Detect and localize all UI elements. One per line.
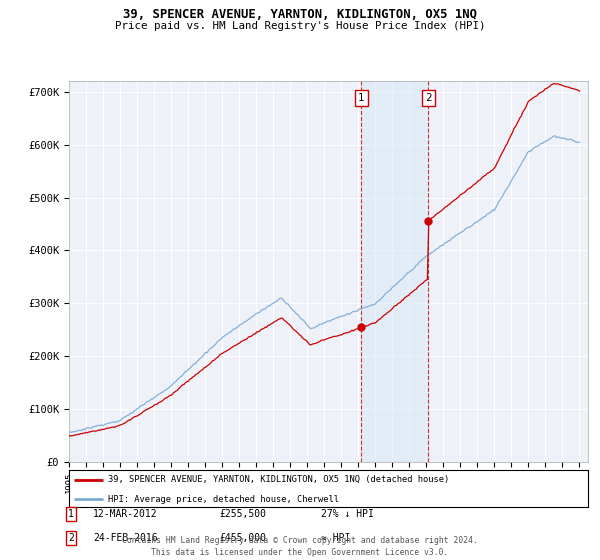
Text: £455,000: £455,000 [219, 533, 266, 543]
Text: 12-MAR-2012: 12-MAR-2012 [93, 509, 158, 519]
Text: £255,500: £255,500 [219, 509, 266, 519]
Text: 39, SPENCER AVENUE, YARNTON, KIDLINGTON, OX5 1NQ (detached house): 39, SPENCER AVENUE, YARNTON, KIDLINGTON,… [108, 475, 449, 484]
Text: ≈ HPI: ≈ HPI [321, 533, 350, 543]
Text: 2: 2 [425, 94, 431, 104]
Text: 1: 1 [358, 94, 365, 104]
Text: HPI: Average price, detached house, Cherwell: HPI: Average price, detached house, Cher… [108, 494, 339, 503]
Bar [361, 81, 428, 462]
Text: 2: 2 [68, 533, 74, 543]
Text: 24-FEB-2016: 24-FEB-2016 [93, 533, 158, 543]
Text: Price paid vs. HM Land Registry's House Price Index (HPI): Price paid vs. HM Land Registry's House … [115, 21, 485, 31]
Text: 27% ↓ HPI: 27% ↓ HPI [321, 509, 374, 519]
Text: 1: 1 [68, 509, 74, 519]
Text: 39, SPENCER AVENUE, YARNTON, KIDLINGTON, OX5 1NQ: 39, SPENCER AVENUE, YARNTON, KIDLINGTON,… [123, 8, 477, 21]
Text: Contains HM Land Registry data © Crown copyright and database right 2024.
This d: Contains HM Land Registry data © Crown c… [122, 536, 478, 557]
